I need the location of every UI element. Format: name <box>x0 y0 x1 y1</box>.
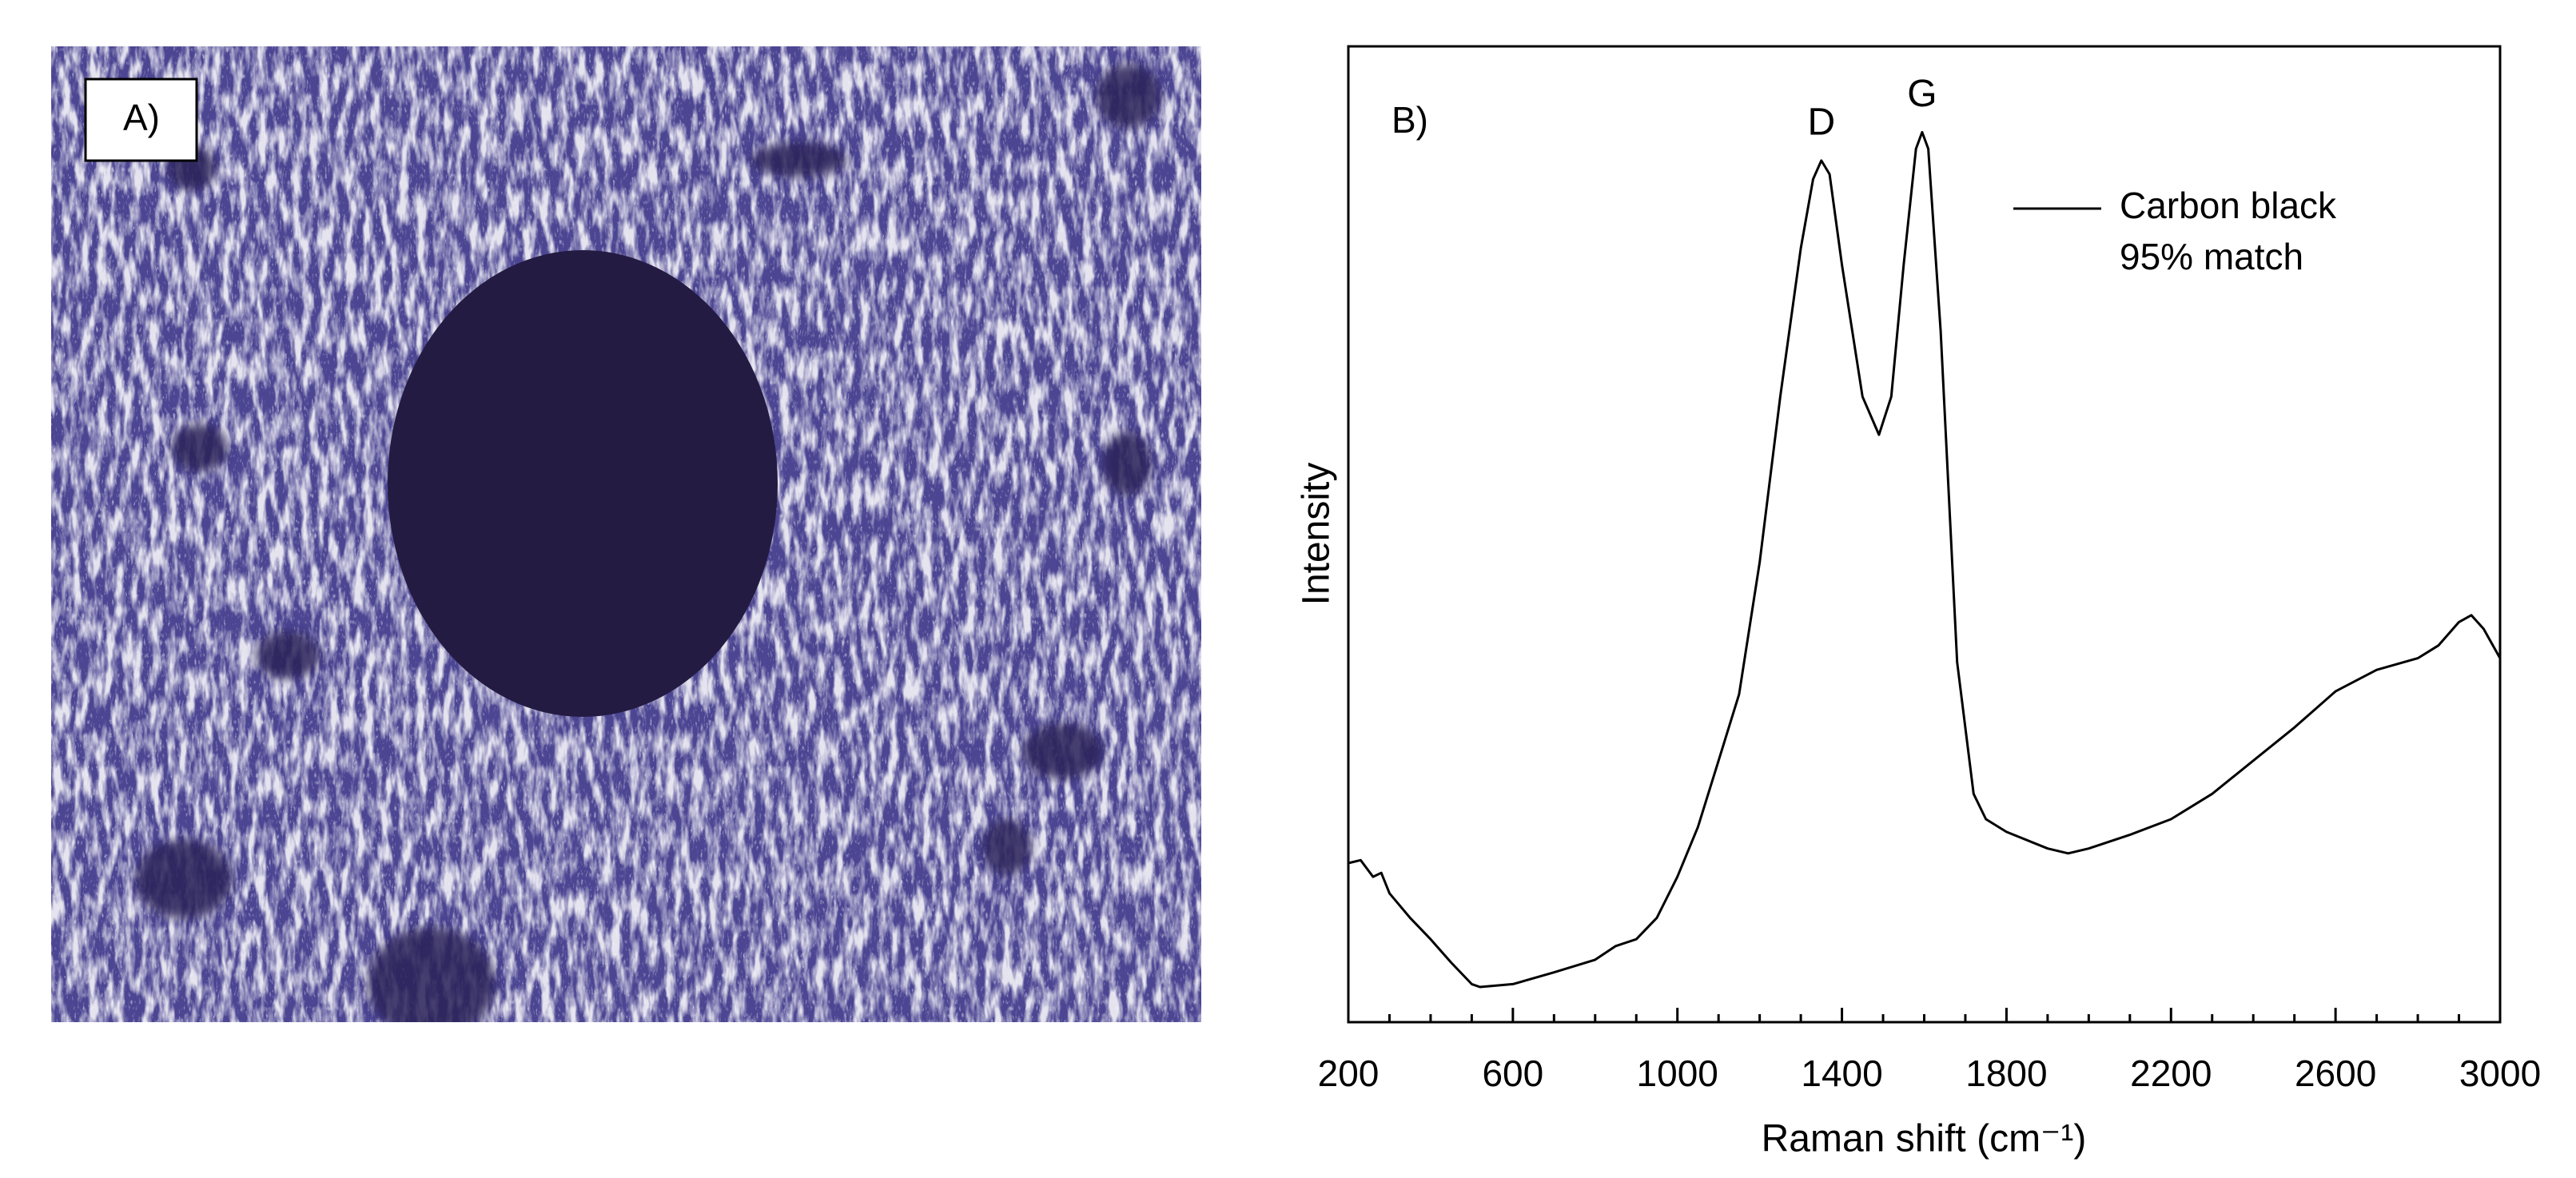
panel-label: A) <box>123 97 160 138</box>
panel-label-box <box>84 78 198 162</box>
peak-label: G <box>1907 73 1937 115</box>
x-tick-label: 3000 <box>2459 1053 2541 1094</box>
legend-label: Carbon black <box>2120 185 2337 226</box>
x-tick-label: 600 <box>1482 1053 1543 1094</box>
spectrum-line <box>1348 130 2502 989</box>
x-tick-label: 2200 <box>2130 1053 2212 1094</box>
legend-label: 95% match <box>2120 236 2303 277</box>
x-tick-label: 2600 <box>2295 1053 2376 1094</box>
y-axis-label: Intensity <box>1296 463 1338 606</box>
x-tick-label: 1000 <box>1637 1053 1718 1094</box>
peak-label: D <box>1808 101 1836 144</box>
particle <box>388 250 778 717</box>
micrograph <box>51 46 1201 1022</box>
x-tick-label: 1800 <box>1965 1053 2047 1094</box>
x-tick-label: 200 <box>1318 1053 1380 1094</box>
panel-label: B) <box>1392 99 1428 141</box>
x-tick-label: 1400 <box>1801 1053 1882 1094</box>
x-axis-label: Raman shift (cm⁻¹) <box>1762 1118 2087 1160</box>
